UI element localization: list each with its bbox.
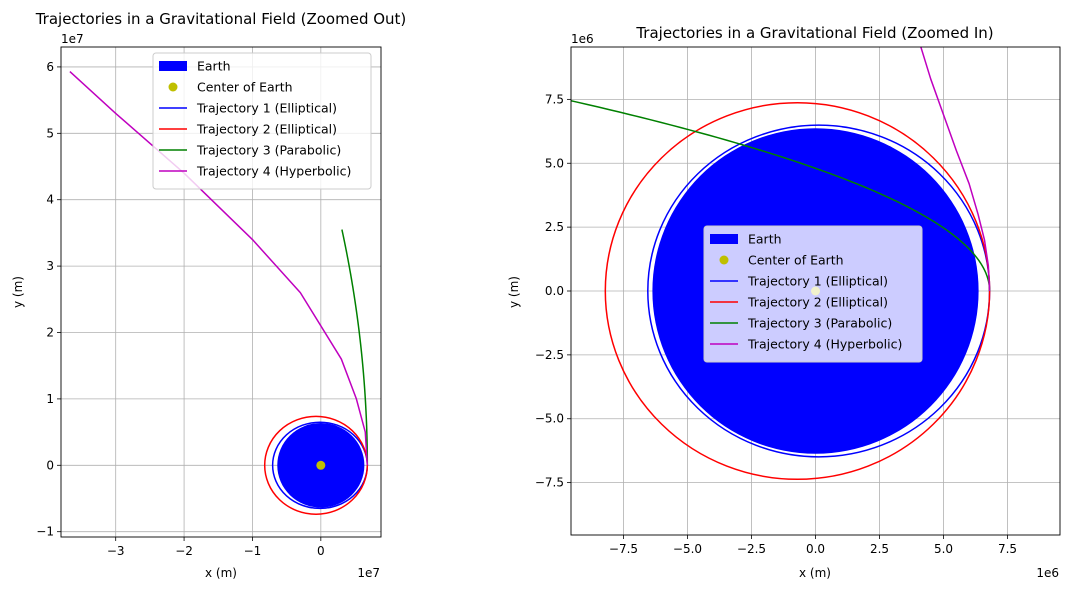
chart-zoomed-in: Trajectories in a Gravitational Field (Z…: [507, 24, 1061, 580]
y-tick-label: 2.5: [545, 220, 564, 234]
legend-label: Earth: [748, 232, 782, 247]
y-tick-label: 6: [46, 60, 54, 74]
legend-handle-patch: [159, 61, 187, 71]
y-tick-label: 0.0: [545, 284, 564, 298]
x-tick-label: −3: [107, 544, 125, 558]
legend-box: [152, 52, 372, 190]
y-tick-label: −1: [36, 525, 54, 539]
trajectory-line: [69, 71, 369, 466]
trajectory-line: [263, 415, 369, 515]
chart-zoomed-out: Trajectories in a Gravitational Field (Z…: [11, 10, 406, 580]
x-tick-label: 0.0: [806, 542, 825, 556]
legend-label: Trajectory 2 (Elliptical): [196, 122, 337, 137]
trajectory-line: [571, 99, 991, 292]
x-tick-label: −2.5: [737, 542, 766, 556]
legend: Earth Center of Earth Trajectory 1 (Ellipt…: [152, 52, 372, 190]
x-axis-label: x (m): [205, 566, 237, 580]
chart-title: Trajectories in a Gravitational Field (Z…: [635, 24, 993, 42]
y-tick-label: 4: [46, 193, 54, 207]
y-tick-label: −5.0: [535, 412, 564, 426]
legend-label: Center of Earth: [748, 253, 844, 268]
x-tick-label: 2.5: [870, 542, 889, 556]
y-tick-label: 5.0: [545, 156, 564, 170]
y-tick-label: 2: [46, 326, 54, 340]
legend-label: Earth: [197, 59, 231, 74]
x-tick-label: −2: [175, 544, 193, 558]
legend: Earth Center of Earth Trajectory 1 (Ellipt…: [703, 225, 923, 363]
y-tick-label: −7.5: [535, 476, 564, 490]
legend-handle-patch: [710, 234, 738, 244]
x-tick-label: 0: [317, 544, 325, 558]
legend-label: Trajectory 4 (Hyperbolic): [747, 337, 902, 352]
y-tick-label: −2.5: [535, 348, 564, 362]
plot-area: [69, 71, 369, 515]
legend-label: Trajectory 3 (Parabolic): [747, 316, 892, 331]
legend-label: Trajectory 4 (Hyperbolic): [196, 164, 351, 179]
y-offset-label: 1e6: [571, 32, 594, 46]
x-tick-label: −7.5: [609, 542, 638, 556]
legend-label: Trajectory 3 (Parabolic): [196, 143, 341, 158]
trajectory-line: [341, 229, 369, 466]
x-tick-label: 7.5: [998, 542, 1017, 556]
x-axis-label: x (m): [799, 566, 831, 580]
center-of-earth-marker: [316, 460, 326, 470]
y-offset-label: 1e7: [61, 32, 84, 46]
legend-handle-marker: [168, 82, 178, 92]
trajectory-line: [604, 101, 991, 481]
y-tick-label: 1: [46, 392, 54, 406]
legend-label: Trajectory 2 (Elliptical): [747, 295, 888, 310]
y-tick-label: 0: [46, 458, 54, 472]
legend-label: Center of Earth: [197, 80, 293, 95]
x-offset-label: 1e6: [1036, 566, 1059, 580]
axes-frame: [60, 46, 382, 538]
chart-title: Trajectories in a Gravitational Field (Z…: [35, 10, 407, 28]
legend-handle-marker: [719, 255, 729, 265]
legend-label: Trajectory 1 (Elliptical): [747, 274, 888, 289]
x-tick-label: −5.0: [673, 542, 702, 556]
y-axis-label: y (m): [507, 276, 521, 308]
legend-box: [703, 225, 923, 363]
y-tick-label: 3: [46, 259, 54, 273]
y-tick-label: 5: [46, 126, 54, 140]
legend-label: Trajectory 1 (Elliptical): [196, 101, 337, 116]
trajectory-line: [920, 47, 991, 292]
x-tick-label: 5.0: [934, 542, 953, 556]
y-tick-label: 7.5: [545, 92, 564, 106]
x-tick-label: −1: [244, 544, 262, 558]
y-axis-label: y (m): [11, 276, 25, 308]
x-offset-label: 1e7: [357, 566, 380, 580]
